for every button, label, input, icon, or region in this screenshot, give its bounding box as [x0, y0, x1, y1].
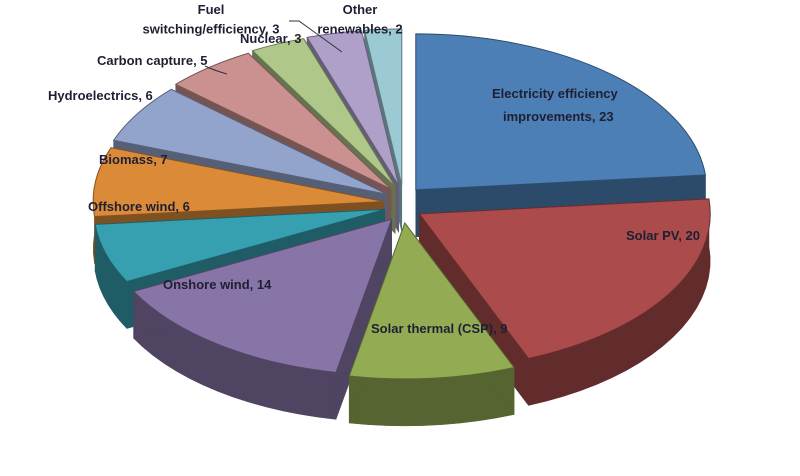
svg-text:improvements, 23: improvements, 23: [503, 109, 614, 124]
svg-text:Solar PV, 20: Solar PV, 20: [626, 228, 700, 243]
svg-text:Carbon capture, 5: Carbon capture, 5: [97, 53, 208, 68]
svg-text:Biomass, 7: Biomass, 7: [99, 152, 168, 167]
svg-text:Offshore wind, 6: Offshore wind, 6: [88, 199, 190, 214]
svg-text:Solar thermal (CSP), 9: Solar thermal (CSP), 9: [371, 321, 508, 336]
svg-text:Electricity efficiency: Electricity efficiency: [492, 86, 618, 101]
svg-text:Hydroelectrics, 6: Hydroelectrics, 6: [48, 88, 153, 103]
svg-text:Onshore wind, 14: Onshore wind, 14: [163, 277, 272, 292]
svg-text:Nuclear, 3: Nuclear, 3: [240, 31, 301, 46]
